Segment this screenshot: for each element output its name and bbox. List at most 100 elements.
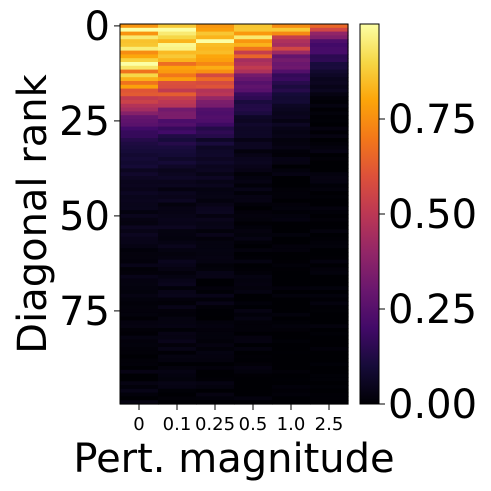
heatmap-cell <box>196 62 235 67</box>
heatmap-cell <box>272 138 311 143</box>
heatmap-cell <box>310 160 349 166</box>
heatmap-cell <box>310 115 349 120</box>
heatmap-cell <box>120 320 159 325</box>
heatmap-cell <box>272 290 311 295</box>
heatmap-cell <box>234 138 273 143</box>
heatmap-cell <box>196 259 235 264</box>
heatmap-cell <box>120 134 159 139</box>
heatmap-cell <box>310 81 349 86</box>
heatmap-cell <box>196 255 235 261</box>
heatmap-cell <box>158 366 197 371</box>
heatmap-cell <box>158 31 197 36</box>
heatmap-cell <box>120 164 159 169</box>
heatmap-cell <box>120 225 159 230</box>
heatmap-cell <box>310 100 349 105</box>
heatmap-cell <box>234 69 273 74</box>
heatmap-cell <box>196 126 235 131</box>
heatmap-cell <box>158 69 197 74</box>
heatmap-cell <box>120 111 159 116</box>
heatmap-cell <box>272 168 311 173</box>
heatmap-cell <box>310 88 349 93</box>
heatmap-cell <box>234 362 273 367</box>
heatmap-cell <box>234 255 273 261</box>
heatmap-cell <box>120 157 159 162</box>
heatmap-cell <box>196 172 235 177</box>
heatmap-cell <box>120 145 159 150</box>
heatmap-cell <box>158 396 197 401</box>
heatmap-cell <box>272 305 311 310</box>
heatmap-cell <box>310 39 349 44</box>
heatmap-cell <box>310 206 349 211</box>
heatmap-cell <box>120 343 159 348</box>
heatmap-cell <box>310 255 349 261</box>
heatmap-cell <box>120 244 159 249</box>
heatmap-cell <box>234 111 273 116</box>
heatmap-cell <box>310 271 349 276</box>
heatmap-cell <box>234 263 273 268</box>
heatmap-cell <box>234 381 273 386</box>
heatmap-cell <box>120 366 159 371</box>
heatmap-cell <box>196 305 235 310</box>
heatmap-cell <box>310 263 349 268</box>
heatmap-cell <box>234 214 273 219</box>
heatmap-cell <box>120 92 159 97</box>
heatmap-cell <box>120 35 159 40</box>
heatmap-cell <box>158 255 197 261</box>
heatmap-cell <box>234 145 273 150</box>
heatmap-cell <box>310 339 349 344</box>
colorbar-tick-label: 0.25 <box>388 287 477 333</box>
heatmap-cell <box>272 293 311 299</box>
heatmap-cell <box>272 92 311 97</box>
heatmap-cell <box>120 233 159 238</box>
heatmap-cell <box>310 286 349 291</box>
heatmap-cell <box>158 195 197 200</box>
heatmap-cell <box>196 202 235 207</box>
heatmap-cell <box>234 343 273 348</box>
heatmap-cell <box>120 172 159 177</box>
heatmap-cell <box>310 195 349 200</box>
heatmap-cell <box>196 312 235 318</box>
heatmap-cell <box>272 377 311 382</box>
heatmap-cell <box>120 119 159 124</box>
heatmap-cell <box>120 100 159 105</box>
heatmap-cell <box>120 217 159 223</box>
heatmap-cell <box>196 210 235 215</box>
heatmap-cell <box>120 149 159 154</box>
heatmap-cell <box>272 103 311 109</box>
heatmap-cell <box>234 278 273 283</box>
heatmap-cell <box>196 225 235 230</box>
heatmap-cell <box>158 225 197 230</box>
heatmap-cell <box>272 50 311 55</box>
heatmap-cell <box>196 328 235 333</box>
heatmap-cell <box>196 119 235 124</box>
heatmap-cell <box>196 179 235 185</box>
heatmap-cell <box>158 65 197 71</box>
heatmap-cell <box>234 24 273 29</box>
heatmap-cell <box>310 392 349 397</box>
heatmap-cell <box>310 385 349 390</box>
heatmap-cell <box>196 373 235 378</box>
heatmap-cell <box>196 43 235 48</box>
heatmap-cell <box>120 358 159 363</box>
heatmap-cell <box>272 27 311 33</box>
heatmap-cell <box>310 225 349 230</box>
heatmap-cell <box>272 145 311 150</box>
heatmap-cell <box>158 324 197 329</box>
heatmap-cell <box>234 400 273 405</box>
heatmap-cell <box>158 157 197 162</box>
heatmap-cell <box>196 252 235 257</box>
heatmap-cell <box>196 198 235 204</box>
heatmap-cell <box>310 187 349 192</box>
heatmap-cell <box>234 335 273 340</box>
heatmap-cell <box>120 301 159 306</box>
heatmap-cell <box>158 46 197 52</box>
heatmap-cell <box>310 134 349 139</box>
heatmap-cell <box>120 354 159 359</box>
heatmap-cell <box>158 130 197 135</box>
heatmap-cell <box>158 335 197 340</box>
heatmap-cell <box>120 168 159 173</box>
heatmap-cell <box>234 206 273 211</box>
heatmap-cell <box>196 96 235 101</box>
heatmap-cell <box>196 362 235 367</box>
heatmap-cell <box>234 385 273 390</box>
